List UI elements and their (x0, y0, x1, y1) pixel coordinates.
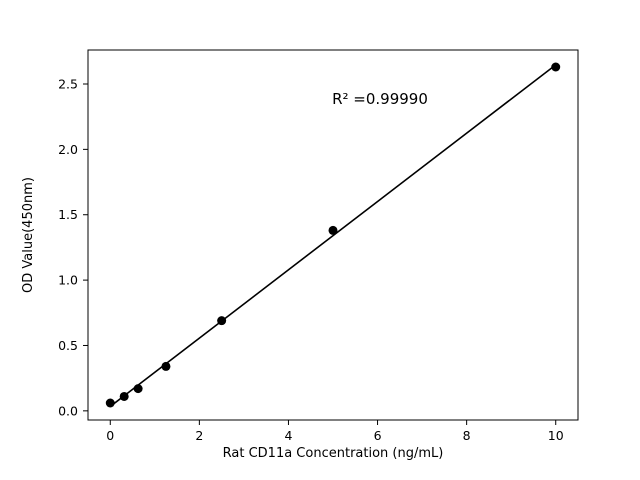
y-tick-label: 1.0 (58, 273, 78, 288)
y-tick-label: 1.5 (58, 207, 78, 222)
x-tick-label: 0 (106, 428, 114, 443)
data-point (328, 225, 338, 235)
x-tick-label: 6 (374, 428, 382, 443)
x-tick-label: 10 (548, 428, 564, 443)
y-axis-label: OD Value(450nm) (21, 177, 36, 293)
x-tick-label: 8 (463, 428, 471, 443)
y-tick-label: 0.0 (58, 403, 78, 418)
plot-area: 0 2 4 6 8 10 0.0 0.5 1.0 1.5 2.0 2.5 (58, 49, 579, 443)
x-tick-label: 2 (195, 428, 203, 443)
x-axis-label: Rat CD11a Concentration (ng/mL) (223, 446, 444, 461)
data-point (105, 398, 115, 408)
data-point (133, 384, 143, 394)
plot-border (87, 49, 579, 421)
y-tick-label: 2.0 (58, 142, 78, 157)
data-point (217, 316, 227, 326)
data-point (551, 62, 561, 72)
r-squared-annotation: R² =0.99990 (332, 90, 428, 108)
data-point (119, 391, 129, 401)
fit-line (109, 64, 557, 408)
x-tick-label: 4 (284, 428, 292, 443)
y-tick-label: 0.5 (58, 338, 78, 353)
y-tick-label: 2.5 (58, 76, 78, 91)
data-point (161, 361, 171, 371)
